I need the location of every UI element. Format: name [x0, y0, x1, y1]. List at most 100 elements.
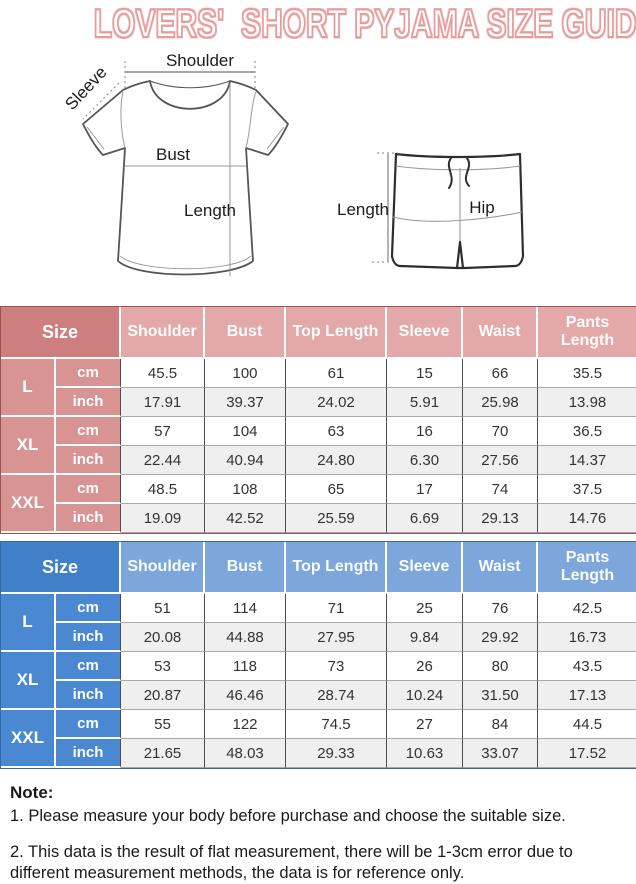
value-cell: 29.92	[463, 623, 538, 652]
column-header-cell: Pants Length	[538, 307, 636, 359]
drawstring	[447, 157, 470, 189]
table-row: inch 22.44 40.94 24.80 6.30 27.56 14.37	[1, 446, 636, 475]
value-cell: 5.91	[387, 388, 463, 417]
value-cell: 17.91	[121, 388, 205, 417]
value-cell: 57	[121, 417, 205, 446]
value-cell: 17.52	[538, 739, 636, 768]
value-cell: 53	[121, 652, 205, 681]
unit-label-cell: inch	[56, 739, 121, 768]
unit-label-cell: inch	[56, 623, 121, 652]
value-cell: 51	[121, 594, 205, 623]
value-cell: 118	[205, 652, 286, 681]
page-title-text: LOVERS' SHORT PYJAMA SIZE GUIDE	[93, 2, 636, 46]
value-cell: 39.37	[205, 388, 286, 417]
unit-label-cell: cm	[56, 594, 121, 623]
unit-label-cell: inch	[56, 681, 121, 710]
table-row: XL cm 53 118 73 26 80 43.5	[1, 652, 636, 710]
table-row: XXL cm 48.5 108 65 17 74 37.5	[1, 475, 636, 533]
table-row: inch 17.91 39.37 24.02 5.91 25.98 13.98	[1, 388, 636, 417]
value-cell: 21.65	[121, 739, 205, 768]
value-cell: 29.13	[463, 504, 538, 533]
column-header-cell: Pants Length	[538, 542, 636, 594]
value-cell: 55	[121, 710, 205, 739]
table-row: inch 21.65 48.03 29.33 10.63 33.07 17.52	[1, 739, 636, 768]
value-cell: 40.94	[205, 446, 286, 475]
shorts-outline	[390, 152, 525, 270]
value-cell: 36.5	[538, 417, 636, 446]
value-cell: 66	[463, 359, 538, 388]
value-cell: 100	[205, 359, 286, 388]
table-row: inch 20.87 46.46 28.74 10.24 31.50 17.13	[1, 681, 636, 710]
column-header-cell: Waist	[463, 307, 538, 359]
value-cell: 104	[205, 417, 286, 446]
value-cell: 14.76	[538, 504, 636, 533]
value-cell: 6.30	[387, 446, 463, 475]
value-cell: 44.88	[205, 623, 286, 652]
value-cell: 15	[387, 359, 463, 388]
value-cell: 35.5	[538, 359, 636, 388]
unit-label-cell: cm	[56, 359, 121, 388]
value-cell: 48.03	[205, 739, 286, 768]
value-cell: 26	[387, 652, 463, 681]
column-header-cell: Sleeve	[387, 542, 463, 594]
notes-heading: Note:	[10, 783, 54, 802]
unit-label-cell: cm	[56, 475, 121, 504]
size-header-cell: Size	[1, 307, 121, 359]
value-cell: 6.69	[387, 504, 463, 533]
value-cell: 16	[387, 417, 463, 446]
column-header-cell: Bust	[205, 307, 286, 359]
value-cell: 13.98	[538, 388, 636, 417]
value-cell: 25.59	[286, 504, 387, 533]
value-cell: 122	[205, 710, 286, 739]
unit-label-cell: inch	[56, 504, 121, 533]
value-cell: 42.52	[205, 504, 286, 533]
column-header-cell: Waist	[463, 542, 538, 594]
value-cell: 20.87	[121, 681, 205, 710]
column-header-cell: Shoulder	[121, 307, 205, 359]
header-row: Size Shoulder Bust Top Length Sleeve Waist Pan…	[1, 542, 636, 594]
value-cell: 10.63	[387, 739, 463, 768]
value-cell: 14.37	[538, 446, 636, 475]
table-row: XXL cm 55 122 74.5 27 84 44.5	[1, 710, 636, 768]
size-table-pink: Size Shoulder Bust Top Length Sleeve Waist Pan…	[0, 306, 636, 534]
shorts-seams	[392, 165, 523, 241]
value-cell: 19.09	[121, 504, 205, 533]
value-cell: 84	[463, 710, 538, 739]
value-cell: 24.02	[286, 388, 387, 417]
value-cell: 16.73	[538, 623, 636, 652]
table-row: inch 19.09 42.52 25.59 6.69 29.13 14.76	[1, 504, 636, 533]
value-cell: 22.44	[121, 446, 205, 475]
value-cell: 33.07	[463, 739, 538, 768]
value-cell: 20.08	[121, 623, 205, 652]
size-label-cell: XXL	[1, 475, 56, 533]
hip-label: Hip	[469, 198, 495, 217]
table-row: XL cm 57 104 63 16 70 36.5	[1, 417, 636, 475]
size-label-cell: L	[1, 594, 56, 652]
unit-label-cell: inch	[56, 446, 121, 475]
header-row: Size Shoulder Bust Top Length Sleeve Waist Pan…	[1, 307, 636, 359]
shorts-guide-dotted-lines	[372, 152, 398, 263]
value-cell: 46.46	[205, 681, 286, 710]
value-cell: 74	[463, 475, 538, 504]
shorts-diagram: Length Hip	[337, 152, 525, 270]
value-cell: 43.5	[538, 652, 636, 681]
value-cell: 71	[286, 594, 387, 623]
column-header-cell: Top Length	[286, 542, 387, 594]
value-cell: 24.80	[286, 446, 387, 475]
size-label-cell: XL	[1, 417, 56, 475]
top-length-label: Length	[184, 201, 236, 220]
shoulder-label: Shoulder	[166, 51, 234, 70]
value-cell: 37.5	[538, 475, 636, 504]
value-cell: 17	[387, 475, 463, 504]
value-cell: 108	[205, 475, 286, 504]
column-header-cell: Shoulder	[121, 542, 205, 594]
value-cell: 48.5	[121, 475, 205, 504]
value-cell: 31.50	[463, 681, 538, 710]
size-table-blue: Size Shoulder Bust Top Length Sleeve Waist Pan…	[0, 541, 636, 769]
value-cell: 63	[286, 417, 387, 446]
tshirt-seams	[86, 84, 285, 276]
unit-label-cell: inch	[56, 388, 121, 417]
size-label-cell: XXL	[1, 710, 56, 768]
value-cell: 45.5	[121, 359, 205, 388]
page-title: LOVERS' SHORT PYJAMA SIZE GUIDE	[0, 0, 636, 48]
